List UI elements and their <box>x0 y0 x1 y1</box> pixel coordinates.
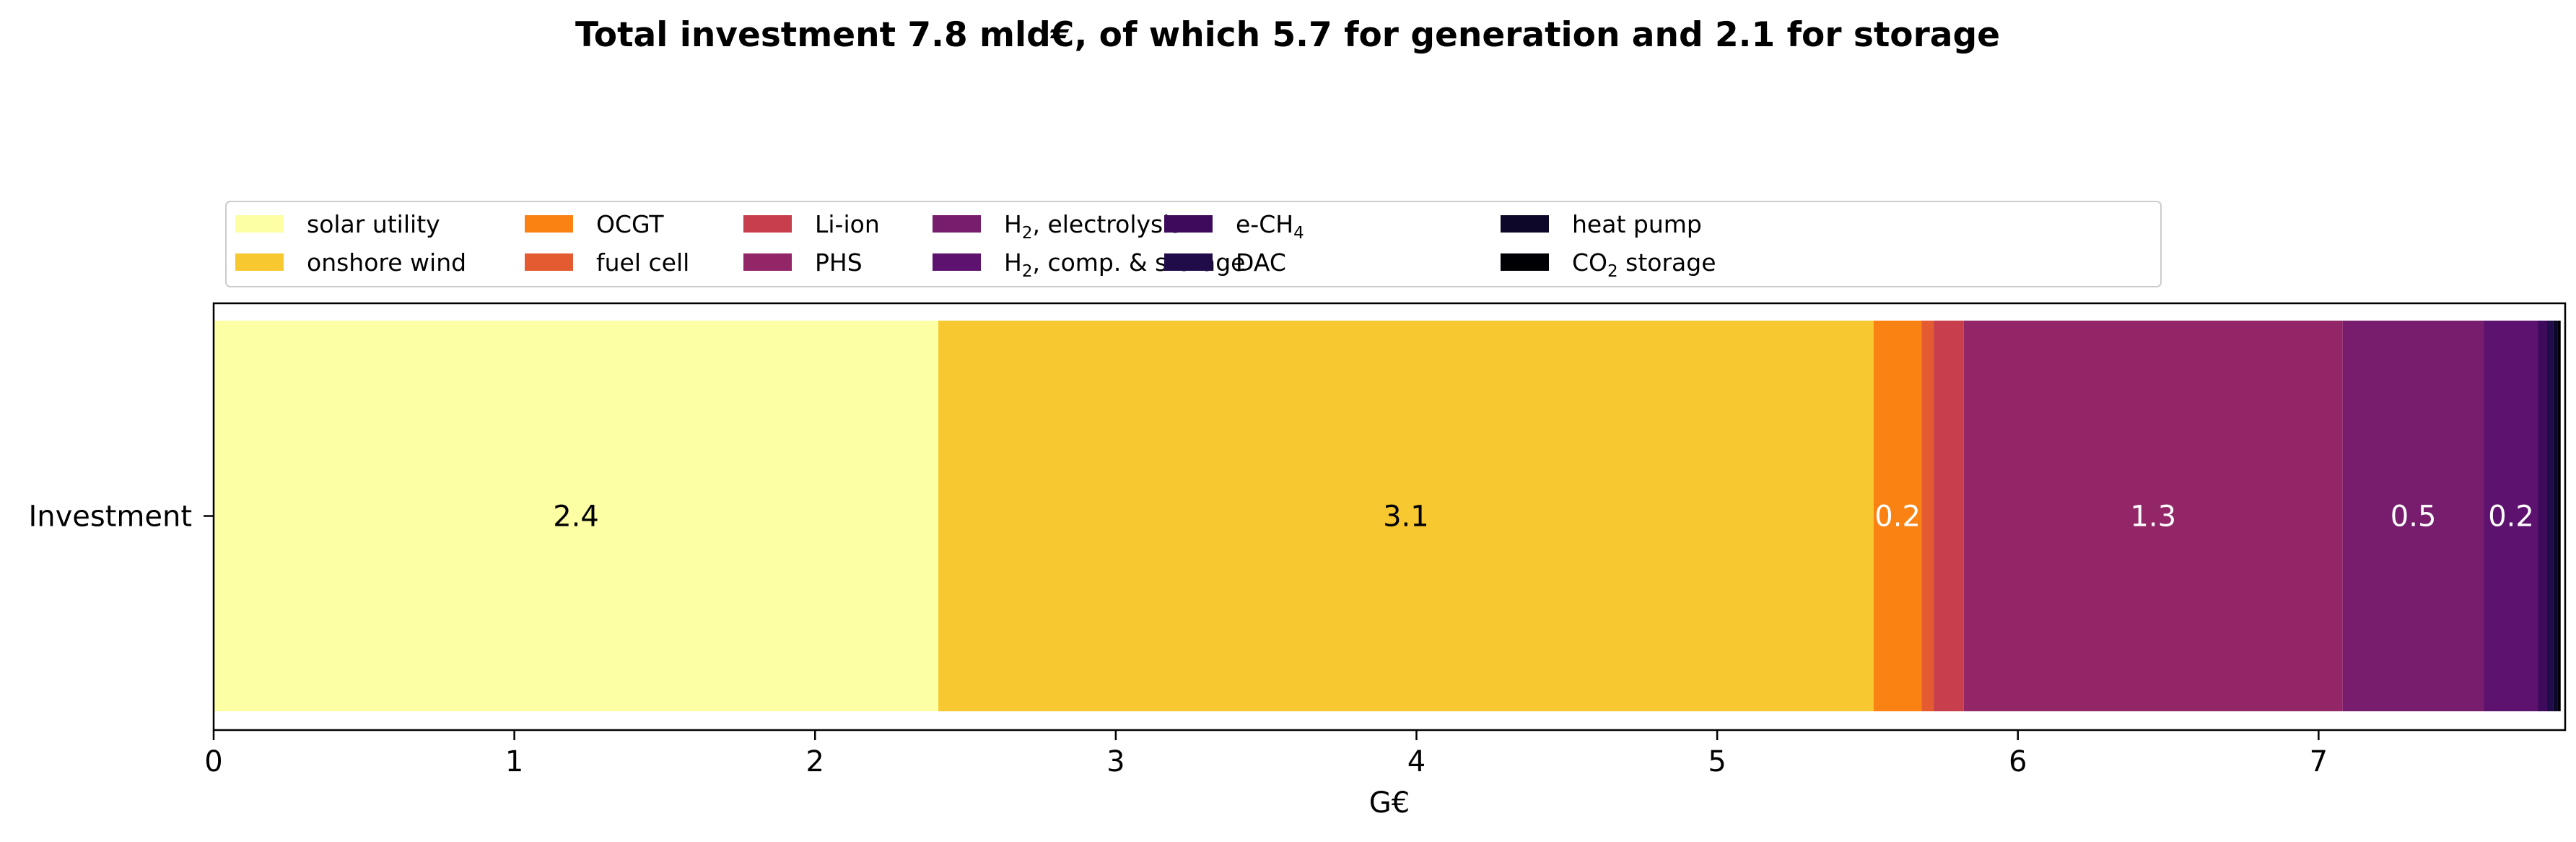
bar-segment <box>2547 321 2554 711</box>
legend-item: fuel cell <box>525 248 689 277</box>
x-tick-label: 1 <box>505 745 523 778</box>
x-tick-label: 2 <box>806 745 824 778</box>
legend-swatch <box>743 253 792 271</box>
bar-segment <box>2484 321 2538 711</box>
bar-segment <box>1921 321 1934 711</box>
legend-label: DAC <box>1236 248 1286 277</box>
bar-value-label: 1.3 <box>2130 500 2176 534</box>
legend-label: OCGT <box>596 210 664 238</box>
x-tick-label: 6 <box>2009 745 2027 778</box>
legend: solar utility onshore wind OCGT fuel cell Li… <box>225 201 2162 287</box>
legend-swatch <box>1164 253 1213 271</box>
legend-item: PHS <box>743 248 863 277</box>
legend-label: CO2 storage <box>1572 248 1716 281</box>
legend-item: Li-ion <box>743 210 880 238</box>
legend-item: OCGT <box>525 210 664 238</box>
x-tick-label: 5 <box>1708 745 1726 778</box>
legend-swatch <box>1501 253 1549 271</box>
chart-title: Total investment 7.8 mld€, of which 5.7 … <box>575 15 2000 55</box>
legend-swatch <box>525 253 573 271</box>
bar-segment <box>2553 321 2558 711</box>
legend-label: Li-ion <box>815 210 880 238</box>
legend-swatch <box>933 215 981 233</box>
legend-item: H2, electrolysis <box>933 210 1182 243</box>
bar-value-label: 3.1 <box>1383 500 1429 534</box>
bar-segment <box>2538 321 2548 711</box>
legend-swatch <box>235 253 284 271</box>
x-tick-label: 4 <box>1407 745 1425 778</box>
legend-item: DAC <box>1164 248 1286 277</box>
legend-swatch <box>1501 215 1549 233</box>
legend-label: heat pump <box>1572 210 1702 238</box>
legend-label: H2, electrolysis <box>1004 210 1182 243</box>
legend-item: onshore wind <box>235 248 466 277</box>
bar-segment <box>1963 321 2343 711</box>
legend-swatch <box>235 215 284 233</box>
x-tick-label: 3 <box>1106 745 1125 778</box>
y-axis: Investment <box>28 500 214 534</box>
x-tick-label: 7 <box>2310 745 2328 778</box>
bar-segment <box>2557 321 2561 711</box>
legend-item: CO2 storage <box>1501 248 1716 281</box>
legend-label: PHS <box>815 248 863 277</box>
x-axis-label: G€ <box>1369 786 1410 820</box>
legend-label: solar utility <box>307 210 440 238</box>
bar-stack: 2.4 3.1 0.2 1.3 0.5 0.2 <box>214 321 2561 711</box>
legend-label: e-CH4 <box>1236 210 1304 243</box>
legend-swatch <box>525 215 573 233</box>
bar-value-label: 2.4 <box>553 500 599 534</box>
legend-label: fuel cell <box>596 248 689 277</box>
bar-value-label: 0.2 <box>2488 500 2534 534</box>
x-tick-label: 0 <box>204 745 222 778</box>
bar-value-label: 0.2 <box>1874 500 1921 534</box>
bar-segment <box>1873 321 1922 711</box>
legend-swatch <box>1164 215 1213 233</box>
legend-swatch <box>743 215 792 233</box>
bar-segment <box>214 321 939 711</box>
bar-segment <box>2342 321 2484 711</box>
legend-item: solar utility <box>235 210 440 238</box>
legend-item: heat pump <box>1501 210 1702 238</box>
legend-label: onshore wind <box>307 248 466 277</box>
x-axis: 0 1 2 3 4 5 6 7 <box>204 730 2328 778</box>
legend-frame <box>225 201 2162 287</box>
legend-item: e-CH4 <box>1164 210 1304 243</box>
bar-value-label: 0.5 <box>2391 500 2437 534</box>
bar-segment <box>1934 321 1964 711</box>
y-tick-label: Investment <box>28 500 192 534</box>
bar-segment <box>938 321 1874 711</box>
legend-swatch <box>933 253 981 271</box>
